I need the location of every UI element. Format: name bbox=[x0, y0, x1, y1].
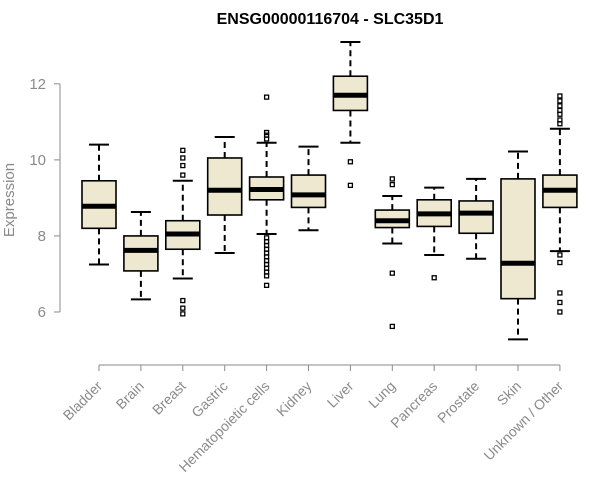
outlier-point bbox=[180, 155, 186, 161]
y-axis: 6 8 10 12 bbox=[29, 76, 61, 321]
outlier-point bbox=[431, 275, 437, 281]
outlier-point bbox=[347, 159, 354, 165]
x-tick-label: Prostate bbox=[434, 378, 482, 426]
outlier-point bbox=[263, 94, 270, 100]
outlier-point bbox=[389, 181, 395, 188]
x-tick-label: Skin bbox=[494, 378, 525, 409]
x-tick-label: Unknown / Other bbox=[480, 378, 566, 464]
x-tick-label: Kidney bbox=[273, 378, 315, 420]
outlier-point bbox=[557, 117, 563, 123]
outlier-point bbox=[263, 235, 270, 241]
x-tick-label: Bladder bbox=[60, 378, 106, 424]
outlier-point bbox=[557, 98, 563, 104]
box-brain bbox=[123, 210, 159, 301]
y-tick-label: 8 bbox=[38, 228, 46, 245]
iqr-box bbox=[458, 200, 494, 235]
outlier-point bbox=[180, 305, 186, 311]
box-prostate bbox=[458, 177, 494, 260]
y-axis-label: Expression bbox=[1, 163, 18, 237]
outlier-point bbox=[389, 270, 395, 276]
outlier-point bbox=[180, 311, 186, 317]
chart-title: ENSG00000116704 - SLC35D1 bbox=[217, 11, 444, 28]
outlier-point bbox=[557, 252, 563, 258]
box-bladder bbox=[81, 143, 117, 266]
box-liver bbox=[332, 41, 369, 189]
x-tick-label: Pancreas bbox=[387, 378, 440, 431]
outlier-point bbox=[180, 297, 186, 304]
box-hematopoietic-cells bbox=[248, 94, 285, 289]
iqr-box bbox=[123, 235, 159, 272]
box-lung bbox=[374, 176, 411, 330]
outlier-point bbox=[263, 132, 270, 138]
x-tick-label: Breast bbox=[149, 378, 189, 418]
outlier-point bbox=[263, 282, 270, 289]
outlier-point bbox=[180, 147, 186, 154]
y-tick-label: 12 bbox=[29, 76, 46, 93]
outlier-point bbox=[389, 323, 395, 330]
x-tick-label: Lung bbox=[365, 378, 398, 411]
outlier-point bbox=[347, 182, 354, 189]
box-kidney bbox=[290, 145, 327, 232]
y-tick-label: 6 bbox=[38, 304, 46, 321]
x-tick-label: Liver bbox=[324, 378, 357, 411]
outlier-point bbox=[180, 172, 186, 178]
outlier-point bbox=[263, 129, 270, 136]
box-breast bbox=[165, 147, 201, 317]
outlier-point bbox=[180, 162, 186, 169]
outlier-point bbox=[557, 259, 563, 266]
outlier-point bbox=[389, 176, 395, 182]
box-skin bbox=[500, 150, 536, 341]
iqr-box bbox=[290, 174, 327, 209]
x-tick-label: Brain bbox=[113, 378, 147, 412]
plot-area bbox=[81, 41, 578, 341]
box-gastric bbox=[206, 136, 243, 255]
outlier-point bbox=[557, 299, 563, 306]
box-pancreas bbox=[416, 186, 453, 281]
outlier-point bbox=[557, 103, 563, 109]
iqr-box bbox=[500, 178, 536, 300]
outlier-point bbox=[557, 107, 563, 114]
outlier-point bbox=[557, 93, 563, 99]
iqr-box bbox=[206, 157, 243, 216]
outlier-point bbox=[557, 290, 563, 296]
box-unknown-other bbox=[542, 93, 578, 315]
y-tick-label: 10 bbox=[29, 152, 46, 169]
outlier-point bbox=[557, 309, 563, 315]
